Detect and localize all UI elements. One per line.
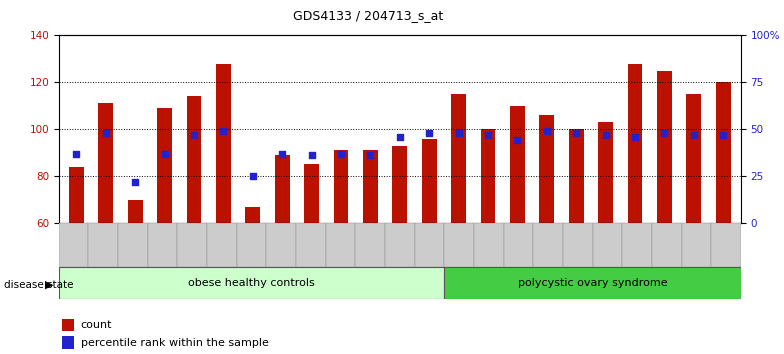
Point: [71, 151, 82, 156]
Bar: [474, 223, 503, 267]
Point: [246, 173, 259, 179]
Bar: [593, 223, 622, 267]
Bar: [452, 94, 466, 223]
Point: [540, 128, 553, 134]
Bar: [237, 223, 267, 267]
Bar: [628, 64, 642, 223]
Point: [423, 130, 435, 136]
Bar: [363, 150, 378, 223]
Point: [129, 179, 141, 184]
Bar: [325, 223, 355, 267]
Bar: [99, 103, 113, 223]
Bar: [422, 139, 437, 223]
Text: disease state: disease state: [4, 280, 74, 290]
Bar: [415, 223, 445, 267]
Point: [276, 151, 289, 156]
Bar: [59, 223, 89, 267]
Bar: [245, 207, 260, 223]
Bar: [385, 223, 415, 267]
Bar: [158, 108, 172, 223]
Bar: [622, 223, 652, 267]
Bar: [267, 223, 296, 267]
Bar: [62, 336, 74, 349]
Bar: [187, 96, 201, 223]
Bar: [304, 164, 319, 223]
Point: [599, 132, 612, 138]
Point: [335, 151, 347, 156]
Point: [305, 153, 318, 158]
Point: [394, 134, 406, 139]
Bar: [652, 223, 681, 267]
Bar: [207, 223, 237, 267]
Bar: [657, 70, 672, 223]
Point: [688, 132, 700, 138]
Bar: [687, 94, 701, 223]
Point: [217, 128, 230, 134]
Bar: [69, 167, 84, 223]
Point: [158, 151, 171, 156]
Bar: [598, 122, 613, 223]
Bar: [62, 319, 74, 331]
Bar: [716, 82, 731, 223]
Bar: [681, 223, 711, 267]
Bar: [355, 223, 385, 267]
Text: ▶: ▶: [45, 280, 53, 290]
Bar: [445, 267, 741, 299]
Bar: [533, 223, 563, 267]
Text: polycystic ovary syndrome: polycystic ovary syndrome: [517, 278, 667, 288]
Bar: [59, 267, 445, 299]
Bar: [563, 223, 593, 267]
Bar: [177, 223, 207, 267]
Bar: [118, 223, 147, 267]
Bar: [393, 145, 407, 223]
Bar: [481, 129, 495, 223]
Bar: [539, 115, 554, 223]
Text: count: count: [81, 320, 112, 330]
Point: [187, 132, 200, 138]
Point: [659, 130, 671, 136]
Text: obese healthy controls: obese healthy controls: [188, 278, 315, 288]
Point: [100, 130, 112, 136]
Bar: [569, 129, 583, 223]
Bar: [445, 223, 474, 267]
Bar: [510, 106, 524, 223]
Point: [364, 153, 376, 158]
Point: [481, 132, 494, 138]
Bar: [216, 64, 230, 223]
Bar: [503, 223, 533, 267]
Bar: [296, 223, 325, 267]
Point: [452, 130, 465, 136]
Bar: [711, 223, 741, 267]
Point: [511, 138, 524, 143]
Bar: [89, 223, 118, 267]
Text: percentile rank within the sample: percentile rank within the sample: [81, 338, 268, 348]
Bar: [128, 200, 143, 223]
Bar: [147, 223, 177, 267]
Point: [570, 130, 583, 136]
Bar: [275, 155, 289, 223]
Point: [629, 134, 641, 139]
Point: [717, 132, 729, 138]
Text: GDS4133 / 204713_s_at: GDS4133 / 204713_s_at: [293, 9, 444, 22]
Bar: [334, 150, 348, 223]
